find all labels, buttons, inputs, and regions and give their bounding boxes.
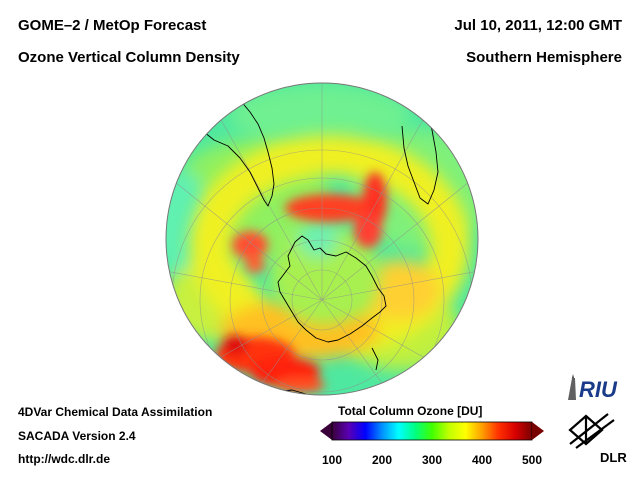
colorbar-tick: 300 <box>421 453 443 467</box>
colorbar-tick: 400 <box>471 453 493 467</box>
ozone-globe-map <box>165 82 479 396</box>
forecast-date: Jul 10, 2011, 12:00 GMT <box>454 17 622 34</box>
south-america-outline <box>203 91 275 207</box>
footer-version: SACADA Version 2.4 <box>18 429 136 443</box>
footer-method: 4DVar Chemical Data Assimilation <box>18 405 213 419</box>
longitude-grid <box>166 83 478 395</box>
hemisphere-label: Southern Hemisphere <box>466 49 622 66</box>
riu-logo-text: RIU <box>579 377 618 402</box>
map-subtitle: Ozone Vertical Column Density <box>18 49 240 66</box>
colorbar <box>320 421 544 441</box>
ozone-high-south-america-region <box>215 335 325 393</box>
dlr-logo-text: DLR <box>600 450 627 465</box>
colorbar-tick: 100 <box>321 453 343 467</box>
riu-logo: RIU <box>568 374 618 402</box>
dlr-logo: DLR <box>568 413 627 465</box>
colorbar-max-arrow <box>532 422 544 440</box>
colorbar-gradient <box>331 421 533 441</box>
colorbar-tick: 200 <box>371 453 393 467</box>
globe-limb <box>165 82 479 396</box>
colorbar-min-arrow <box>320 422 332 440</box>
ozone-high-pacific <box>232 172 387 273</box>
antarctica-outline <box>277 235 387 343</box>
map-title: GOME–2 / MetOp Forecast <box>18 17 207 34</box>
colorbar-title: Total Column Ozone [DU] <box>338 404 483 418</box>
footer-url[interactable]: http://wdc.dlr.de <box>18 452 110 466</box>
colorbar-tick: 500 <box>521 453 543 467</box>
new-zealand-outline <box>371 347 379 371</box>
